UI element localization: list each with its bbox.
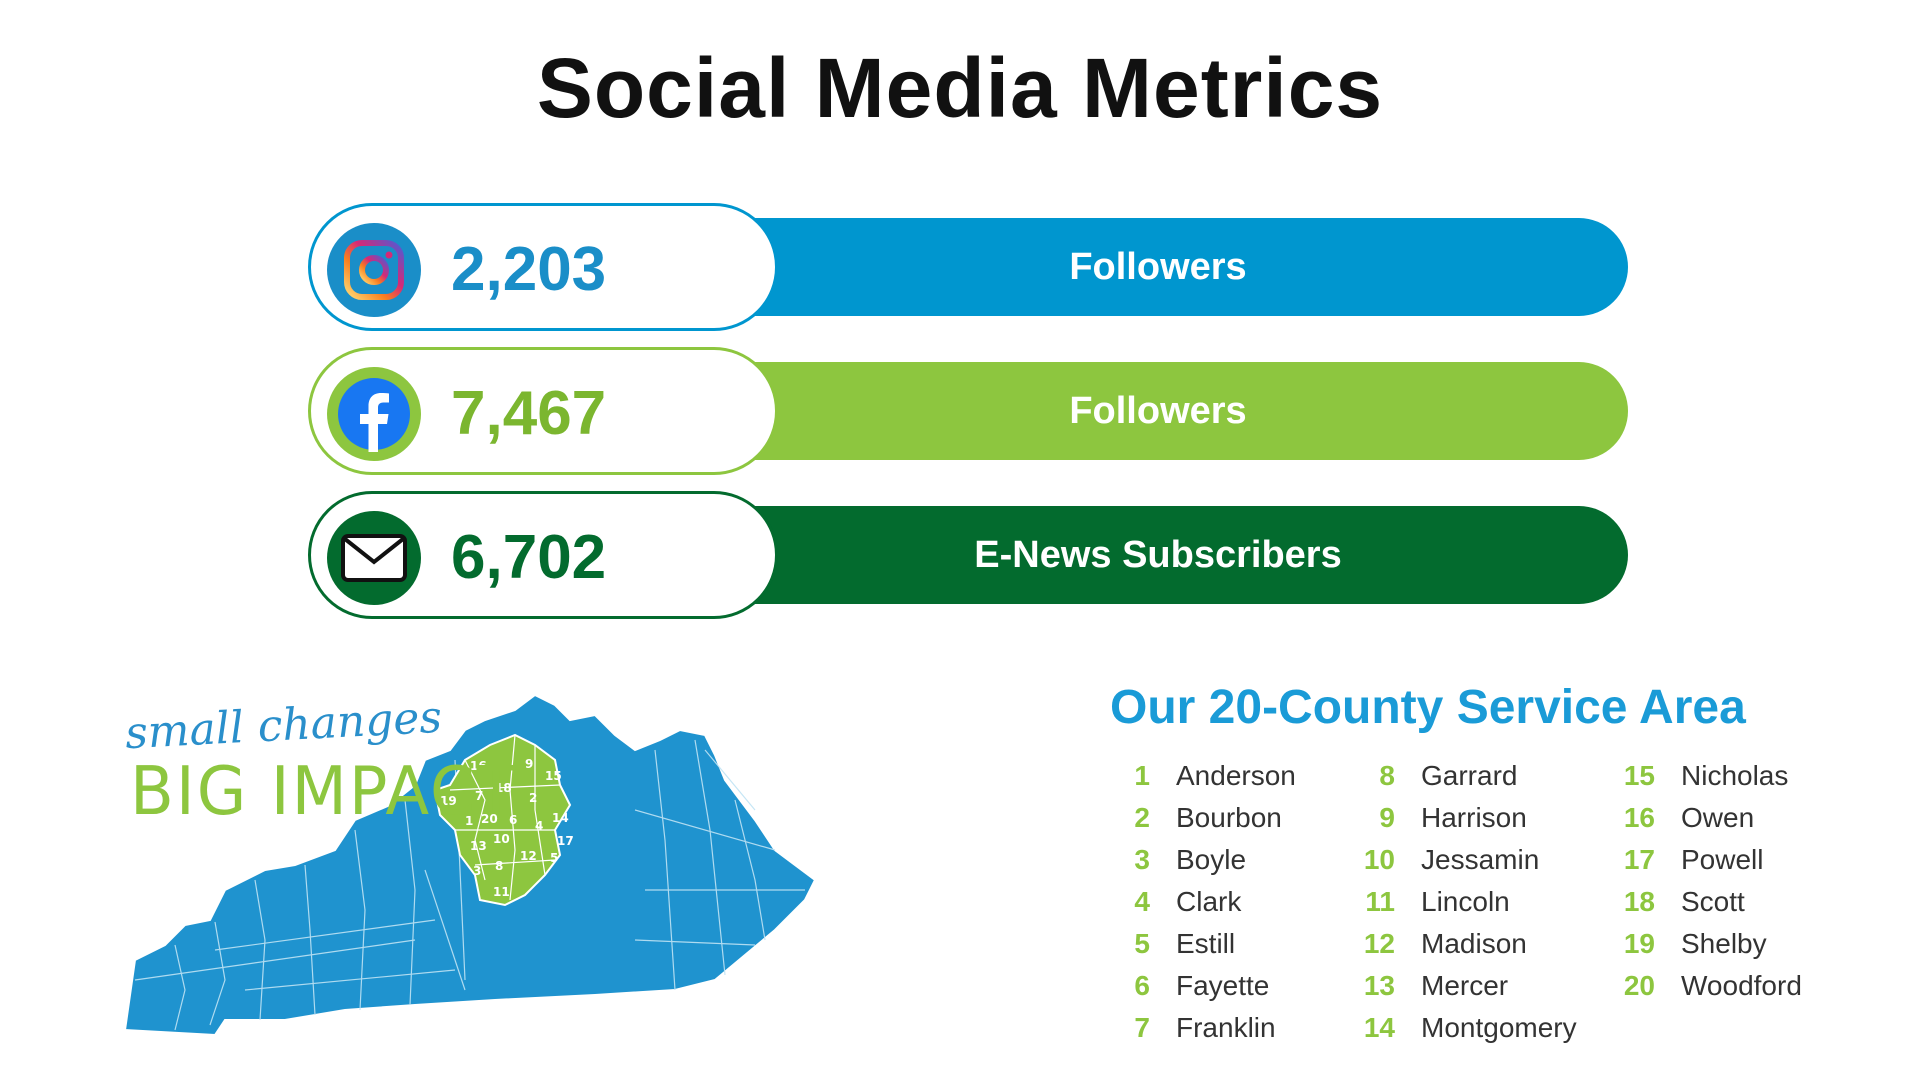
map-label: 10 [493,832,510,846]
list-item: 8 Garrard [1379,760,1518,791]
service-area-title: Our 20-County Service Area [1110,681,1746,734]
list-item: 10 Jessamin [1363,844,1540,875]
county-column: 1 Anderson 2 Bourbon 3 Boyle 4 Clark 5 Estill… [1110,755,1296,1049]
slogan-line2: BIG IMPACT [130,753,518,831]
metric-label: E-News Subscribers [974,533,1342,576]
metric-pill: 2,203 [308,203,778,331]
list-item: 5 Estill [1134,928,1236,959]
list-item: 16 Owen [1623,802,1755,833]
map-label: 17 [557,834,574,848]
map-label: 18 [495,781,512,795]
map-label: 4 [535,819,543,833]
metric-bar: Followers [728,218,1628,316]
mail-icon [327,511,421,605]
kentucky-map: 16 9 15 18 2 19 7 1 20 6 4 14 10 17 13 1… [115,690,865,1040]
map-label: 15 [545,769,562,783]
list-item: 14 Montgomery [1363,1012,1577,1043]
list-item: 19 Shelby [1623,928,1767,959]
map-label: 1 [465,814,473,828]
metric-label: Followers [1069,245,1247,288]
map-label: 9 [525,757,533,771]
map-label: 13 [470,839,487,853]
email-metric-row: E-News Subscribers 6,702 [308,491,1628,619]
list-item: 3 Boyle [1134,844,1247,875]
facebook-icon [327,367,421,461]
page-title: Social Media Metrics [536,41,1384,135]
list-item: 7 Franklin [1134,1012,1276,1043]
map-label: 7 [475,789,483,803]
map-label: 19 [440,794,457,808]
metric-pill: 6,702 [308,491,778,619]
map-label: 12 [520,849,537,863]
map-label: 14 [552,811,569,825]
list-item: 2 Bourbon [1134,802,1282,833]
map-label: 20 [481,812,498,826]
metric-pill: 7,467 [308,347,778,475]
list-item: 4 Clark [1134,886,1242,917]
map-label: 8 [495,859,503,873]
map-label: 2 [529,791,537,805]
facebook-metric-row: Followers 7,467 [308,347,1628,475]
list-item: 20 Woodford [1623,970,1802,1001]
list-item: 18 Scott [1623,886,1745,917]
instagram-value: 2,203 [451,235,607,304]
metric-bar: Followers [728,362,1628,460]
list-item: 13 Mercer [1363,970,1509,1001]
map-label: 16 [470,759,487,773]
county-column: 8 Garrard 9 Harrison 10 Jessamin 11 Lincoln … [1355,755,1577,1049]
metric-bar: E-News Subscribers [728,506,1628,604]
county-column: 15 Nicholas 16 Owen 17 Powell 18 Scott 19 She… [1615,755,1802,1007]
email-value: 6,702 [451,523,607,592]
list-item: 12 Madison [1363,928,1527,959]
map-label: 5 [550,851,558,865]
list-item: 6 Fayette [1134,970,1270,1001]
list-item: 11 Lincoln [1365,886,1510,917]
list-item: 1 Anderson [1134,760,1296,791]
map-label: 11 [493,885,510,899]
map-label: 3 [473,864,481,878]
list-item: 9 Harrison [1379,802,1527,833]
county-list: 1 Anderson 2 Bourbon 3 Boyle 4 Clark 5 Estill… [1110,755,1830,1055]
instagram-icon [327,223,421,317]
facebook-value: 7,467 [451,379,607,448]
instagram-metric-row: Followers 2,203 [308,203,1628,331]
map-label: 6 [509,813,517,827]
list-item: 17 Powell [1623,844,1764,875]
list-item: 15 Nicholas [1623,760,1789,791]
metric-label: Followers [1069,389,1247,432]
